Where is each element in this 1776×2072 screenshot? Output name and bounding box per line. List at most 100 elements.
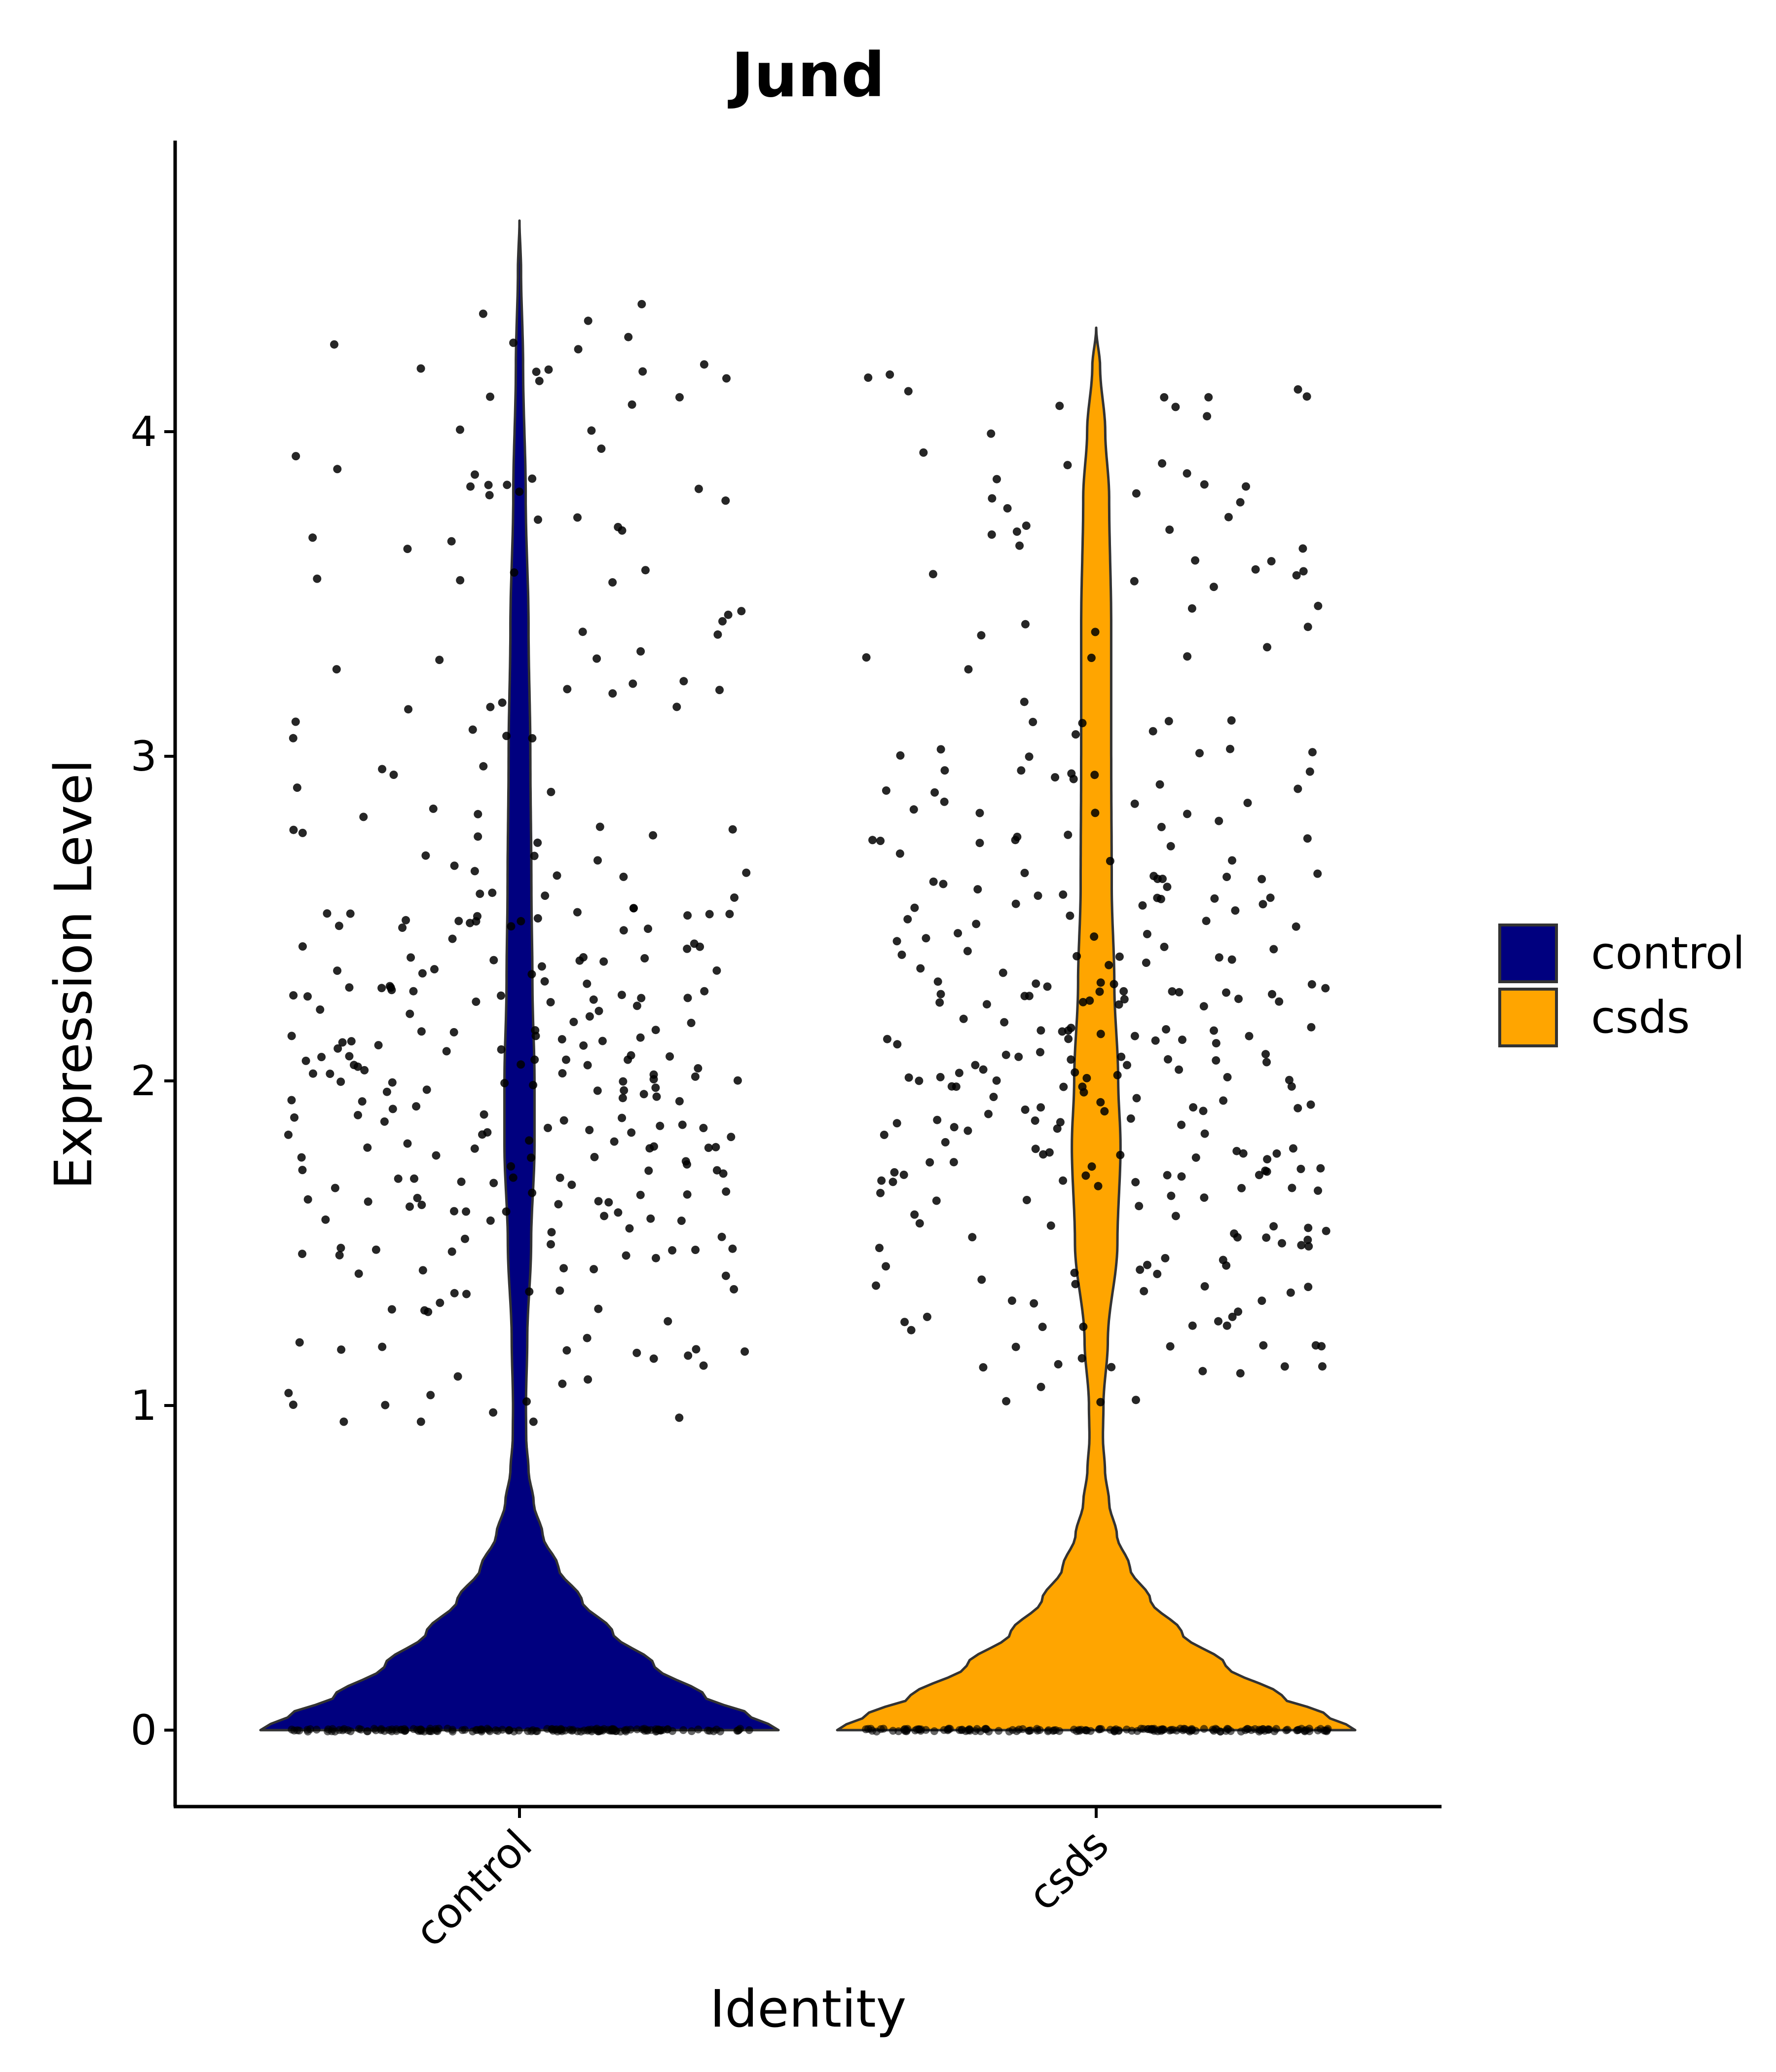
y-axis-title: Expression Level (43, 759, 104, 1189)
expression-point (636, 647, 645, 656)
expression-point (730, 1285, 739, 1294)
expression-point (1195, 749, 1204, 758)
violin-control (259, 219, 780, 1732)
expression-point (435, 656, 444, 665)
expression-point (412, 1102, 421, 1111)
expression-point (1025, 752, 1034, 761)
expression-point (1261, 1050, 1270, 1059)
expression-point (1067, 1024, 1075, 1033)
expression-point (590, 1152, 599, 1161)
expression-point (502, 1207, 511, 1216)
zero-point (1015, 1725, 1023, 1734)
expression-point (963, 947, 972, 956)
expression-point (1294, 784, 1302, 793)
expression-point (675, 393, 684, 402)
expression-point (389, 771, 398, 779)
zero-point (295, 1726, 303, 1735)
expression-point (977, 1275, 986, 1284)
expression-point (1031, 1145, 1040, 1153)
expression-point (637, 300, 646, 308)
expression-point (1178, 1036, 1186, 1044)
expression-point (531, 1032, 540, 1040)
expression-point (982, 1000, 991, 1009)
expression-point (929, 877, 938, 886)
expression-point (1022, 521, 1031, 530)
expression-point (345, 983, 354, 992)
expression-point (590, 1265, 598, 1274)
zero-point (911, 1726, 920, 1735)
expression-point (683, 1190, 692, 1199)
zero-point (1283, 1726, 1292, 1734)
expression-point (334, 922, 343, 930)
zero-point (622, 1727, 630, 1736)
expression-point (1191, 556, 1200, 565)
expression-point (303, 992, 312, 1001)
expression-point (1167, 1191, 1176, 1200)
expression-point (704, 1144, 713, 1152)
expression-point (1314, 1186, 1322, 1195)
zero-point (1122, 1725, 1131, 1734)
expression-point (468, 725, 477, 734)
expression-point (941, 1138, 950, 1147)
expression-point (652, 1254, 660, 1262)
expression-point (1091, 809, 1100, 817)
expression-point (1085, 996, 1094, 1005)
zero-point (472, 1726, 481, 1734)
expression-point (574, 345, 583, 354)
expression-point (1160, 942, 1169, 951)
expression-point (939, 880, 948, 888)
expression-point (1302, 392, 1311, 401)
expression-point (880, 1130, 888, 1139)
expression-point (1020, 992, 1029, 1000)
expression-point (554, 1200, 563, 1209)
expression-point (925, 1158, 934, 1167)
expression-point (1202, 917, 1211, 925)
zero-point (377, 1725, 385, 1733)
zero-point (306, 1725, 314, 1733)
expression-point (1199, 1002, 1208, 1011)
expression-point (289, 825, 298, 834)
expression-point (645, 1144, 654, 1153)
zero-point (981, 1725, 989, 1733)
expression-point (896, 751, 905, 760)
expression-point (472, 998, 481, 1006)
expression-point (737, 607, 746, 616)
expression-point (336, 1077, 345, 1086)
expression-point (308, 533, 317, 542)
expression-point (1212, 1056, 1221, 1065)
expression-point (715, 686, 724, 695)
zero-point (312, 1726, 321, 1734)
expression-point (497, 991, 505, 1000)
expression-point (1259, 1341, 1268, 1350)
expression-point (1215, 953, 1223, 962)
expression-point (394, 1174, 403, 1183)
zero-point (461, 1726, 469, 1734)
zero-point (745, 1726, 753, 1734)
expression-point (503, 481, 512, 489)
expression-point (1183, 810, 1191, 818)
expression-point (619, 1077, 628, 1086)
expression-point (447, 537, 456, 546)
expression-point (432, 1151, 441, 1160)
expression-point (544, 365, 553, 374)
expression-point (627, 1128, 636, 1137)
zero-point (1158, 1725, 1167, 1733)
expression-point (547, 787, 555, 796)
expression-point (1304, 1242, 1313, 1251)
expression-point (380, 1117, 389, 1126)
expression-point (1063, 461, 1072, 470)
zero-point (1166, 1726, 1174, 1735)
expression-point (1236, 1369, 1245, 1378)
expression-point (936, 1073, 945, 1081)
expression-point (1231, 906, 1240, 915)
expression-point (608, 689, 617, 698)
expression-point (1078, 998, 1087, 1006)
expression-point (862, 653, 871, 662)
expression-point (1251, 565, 1260, 574)
expression-point (486, 703, 495, 711)
expression-point (1106, 856, 1114, 865)
expression-point (338, 1038, 347, 1047)
expression-point (675, 1413, 684, 1422)
zero-point (448, 1727, 457, 1736)
expression-point (1126, 1114, 1135, 1123)
